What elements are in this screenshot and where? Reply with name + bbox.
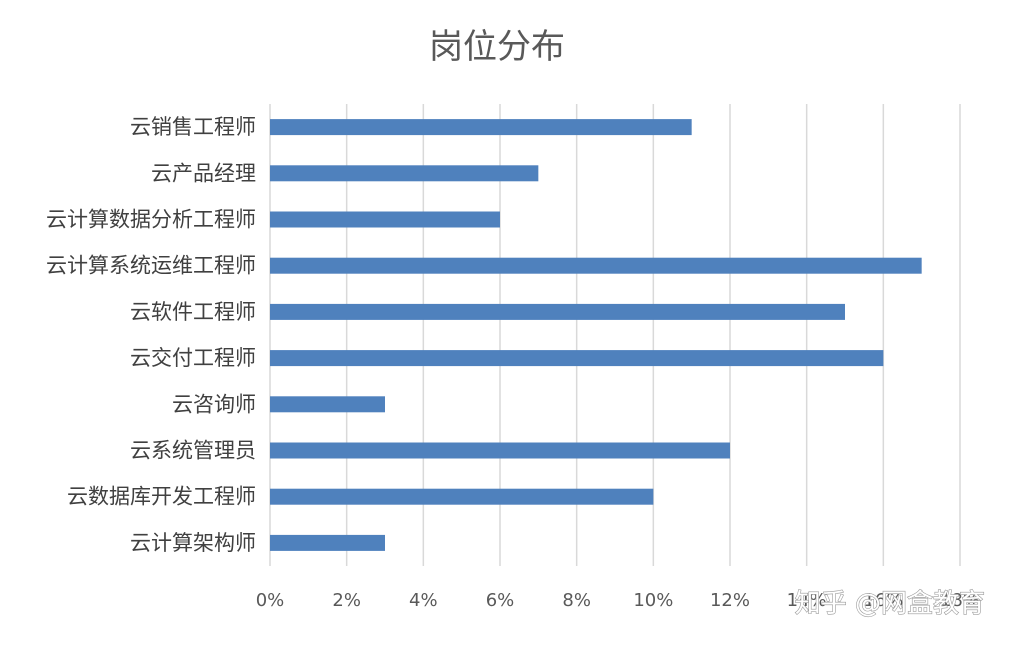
category-label: 云系统管理员: [130, 439, 256, 463]
category-label: 云软件工程师: [130, 300, 256, 324]
bars: [270, 119, 922, 551]
category-label: 云产品经理: [151, 161, 256, 185]
bar: [270, 165, 539, 182]
bar: [270, 534, 385, 551]
x-tick-label: 18%: [940, 590, 980, 611]
bar: [270, 442, 730, 459]
category-label: 云计算架构师: [130, 531, 256, 555]
watermark-text: 知乎 @网盒教育: [795, 589, 985, 619]
bar: [270, 257, 922, 274]
bar: [270, 303, 845, 320]
x-tick-label: 12%: [710, 590, 750, 611]
category-label: 云咨询师: [172, 392, 256, 416]
bar: [270, 488, 654, 505]
chart-title: 岗位分布: [429, 27, 565, 67]
category-label: 云数据库开发工程师: [67, 485, 256, 509]
bar: [270, 350, 884, 367]
x-tick-label: 14%: [787, 590, 827, 611]
bar: [270, 396, 385, 413]
category-label: 云交付工程师: [130, 346, 256, 370]
bar: [270, 211, 500, 228]
x-tick-label: 8%: [562, 590, 591, 611]
category-label: 云计算系统运维工程师: [46, 254, 256, 278]
x-tick-label: 2%: [332, 590, 361, 611]
x-tick-label: 4%: [409, 590, 438, 611]
x-tick-labels: 0% 2% 4% 6% 8% 10% 12% 14% 16% 18%: [256, 590, 980, 611]
category-label: 云销售工程师: [130, 115, 256, 139]
bar: [270, 119, 692, 136]
x-tick-label: 0%: [256, 590, 285, 611]
category-label: 云计算数据分析工程师: [46, 208, 256, 232]
x-tick-label: 10%: [633, 590, 673, 611]
x-tick-label: 16%: [863, 590, 903, 611]
x-tick-label: 6%: [486, 590, 515, 611]
category-labels: 云销售工程师云产品经理云计算数据分析工程师云计算系统运维工程师云软件工程师云交付…: [46, 115, 256, 555]
